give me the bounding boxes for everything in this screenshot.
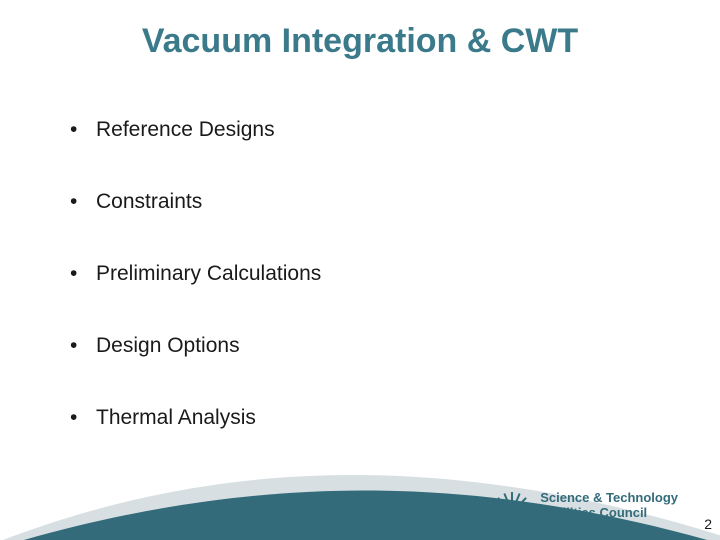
logo-text: Science & Technology Facilities Council — [540, 491, 678, 521]
bullet-text: Thermal Analysis — [96, 406, 256, 429]
list-item: Preliminary Calculations — [70, 262, 321, 286]
bullet-text: Constraints — [96, 190, 202, 213]
list-item: Constraints — [70, 190, 321, 214]
bullet-text: Design Options — [96, 334, 240, 357]
logo-line-2: Facilities Council — [540, 506, 678, 521]
list-item: Reference Designs — [70, 118, 321, 142]
slide-title: Vacuum Integration & CWT — [0, 22, 720, 61]
bullet-text: Preliminary Calculations — [96, 262, 321, 285]
slide: Vacuum Integration & CWT Reference Desig… — [0, 0, 720, 540]
list-item: Design Options — [70, 334, 321, 358]
sunburst-icon — [494, 488, 530, 524]
footer-logo: Science & Technology Facilities Council — [494, 488, 678, 524]
logo-line-1: Science & Technology — [540, 491, 678, 506]
bullet-text: Reference Designs — [96, 118, 275, 141]
list-item: Thermal Analysis — [70, 406, 321, 430]
bullet-list: Reference Designs Constraints Preliminar… — [70, 118, 321, 478]
page-number: 2 — [704, 516, 712, 532]
